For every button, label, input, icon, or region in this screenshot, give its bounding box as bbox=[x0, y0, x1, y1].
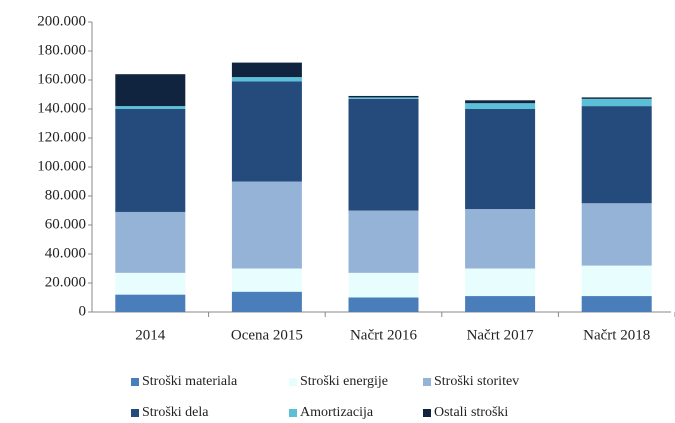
bar-segment bbox=[465, 268, 536, 297]
y-tick-label: 140.000 bbox=[37, 100, 86, 116]
bar-segment bbox=[231, 62, 302, 78]
legend-swatch bbox=[423, 378, 431, 386]
y-tick-label: 120.000 bbox=[37, 129, 86, 145]
bar-segment bbox=[465, 109, 536, 210]
bar-segment bbox=[581, 265, 652, 297]
bar-segment bbox=[465, 100, 536, 104]
bar-segment bbox=[115, 109, 186, 212]
legend-swatch bbox=[131, 378, 139, 386]
y-tick-label: 100.000 bbox=[37, 158, 86, 174]
bar-segment bbox=[581, 203, 652, 266]
bar-segment bbox=[348, 98, 419, 211]
bar-segment bbox=[231, 77, 302, 82]
bar-segment bbox=[231, 81, 302, 182]
bar-segment bbox=[465, 209, 536, 269]
bar-segment bbox=[115, 74, 186, 107]
y-tick-label: 20.000 bbox=[45, 274, 86, 290]
y-tick-label: 80.000 bbox=[45, 187, 86, 203]
bar-segment bbox=[115, 106, 186, 109]
bar-segment bbox=[348, 95, 419, 98]
legend-label: Stroški storitev bbox=[434, 374, 519, 389]
bar-segment bbox=[348, 272, 419, 298]
bar-segment bbox=[348, 210, 419, 273]
legend-label: Ostali stroški bbox=[434, 405, 508, 420]
bar-segment bbox=[115, 294, 186, 312]
legend-swatch bbox=[289, 409, 297, 417]
x-tick-label: Načrt 2018 bbox=[583, 327, 650, 343]
bar-segment bbox=[115, 211, 186, 273]
x-tick-label: Načrt 2016 bbox=[350, 327, 418, 343]
y-tick-label: 40.000 bbox=[45, 245, 86, 261]
legend-swatch bbox=[423, 409, 431, 417]
x-tick-label: Ocena 2015 bbox=[231, 327, 303, 343]
x-tick-label: Načrt 2017 bbox=[467, 327, 535, 343]
legend-label: Stroški energije bbox=[300, 374, 388, 389]
legend-label: Amortizacija bbox=[300, 405, 374, 420]
legend-swatch bbox=[289, 378, 297, 386]
bar-segment bbox=[465, 296, 536, 312]
y-tick-label: 180.000 bbox=[37, 42, 86, 58]
bar-segment bbox=[348, 297, 419, 312]
bar-segment bbox=[231, 291, 302, 312]
bar-segment bbox=[465, 103, 536, 109]
bar-segment bbox=[581, 98, 652, 107]
bar-segment bbox=[231, 181, 302, 269]
bar-segment bbox=[581, 97, 652, 99]
bar-segment bbox=[115, 272, 186, 295]
bar-segment bbox=[231, 268, 302, 292]
legend-swatch bbox=[131, 409, 139, 417]
legend-label: Stroški dela bbox=[142, 405, 209, 420]
bar-segment bbox=[581, 106, 652, 204]
y-tick-label: 160.000 bbox=[37, 71, 86, 87]
bar-segment bbox=[581, 296, 652, 312]
y-tick-label: 200.000 bbox=[37, 13, 86, 29]
legend-label: Stroški materiala bbox=[142, 374, 238, 389]
x-tick-label: 2014 bbox=[135, 327, 166, 343]
bar-segment bbox=[348, 97, 419, 99]
y-tick-label: 60.000 bbox=[45, 216, 86, 232]
y-tick-label: 0 bbox=[79, 303, 87, 319]
